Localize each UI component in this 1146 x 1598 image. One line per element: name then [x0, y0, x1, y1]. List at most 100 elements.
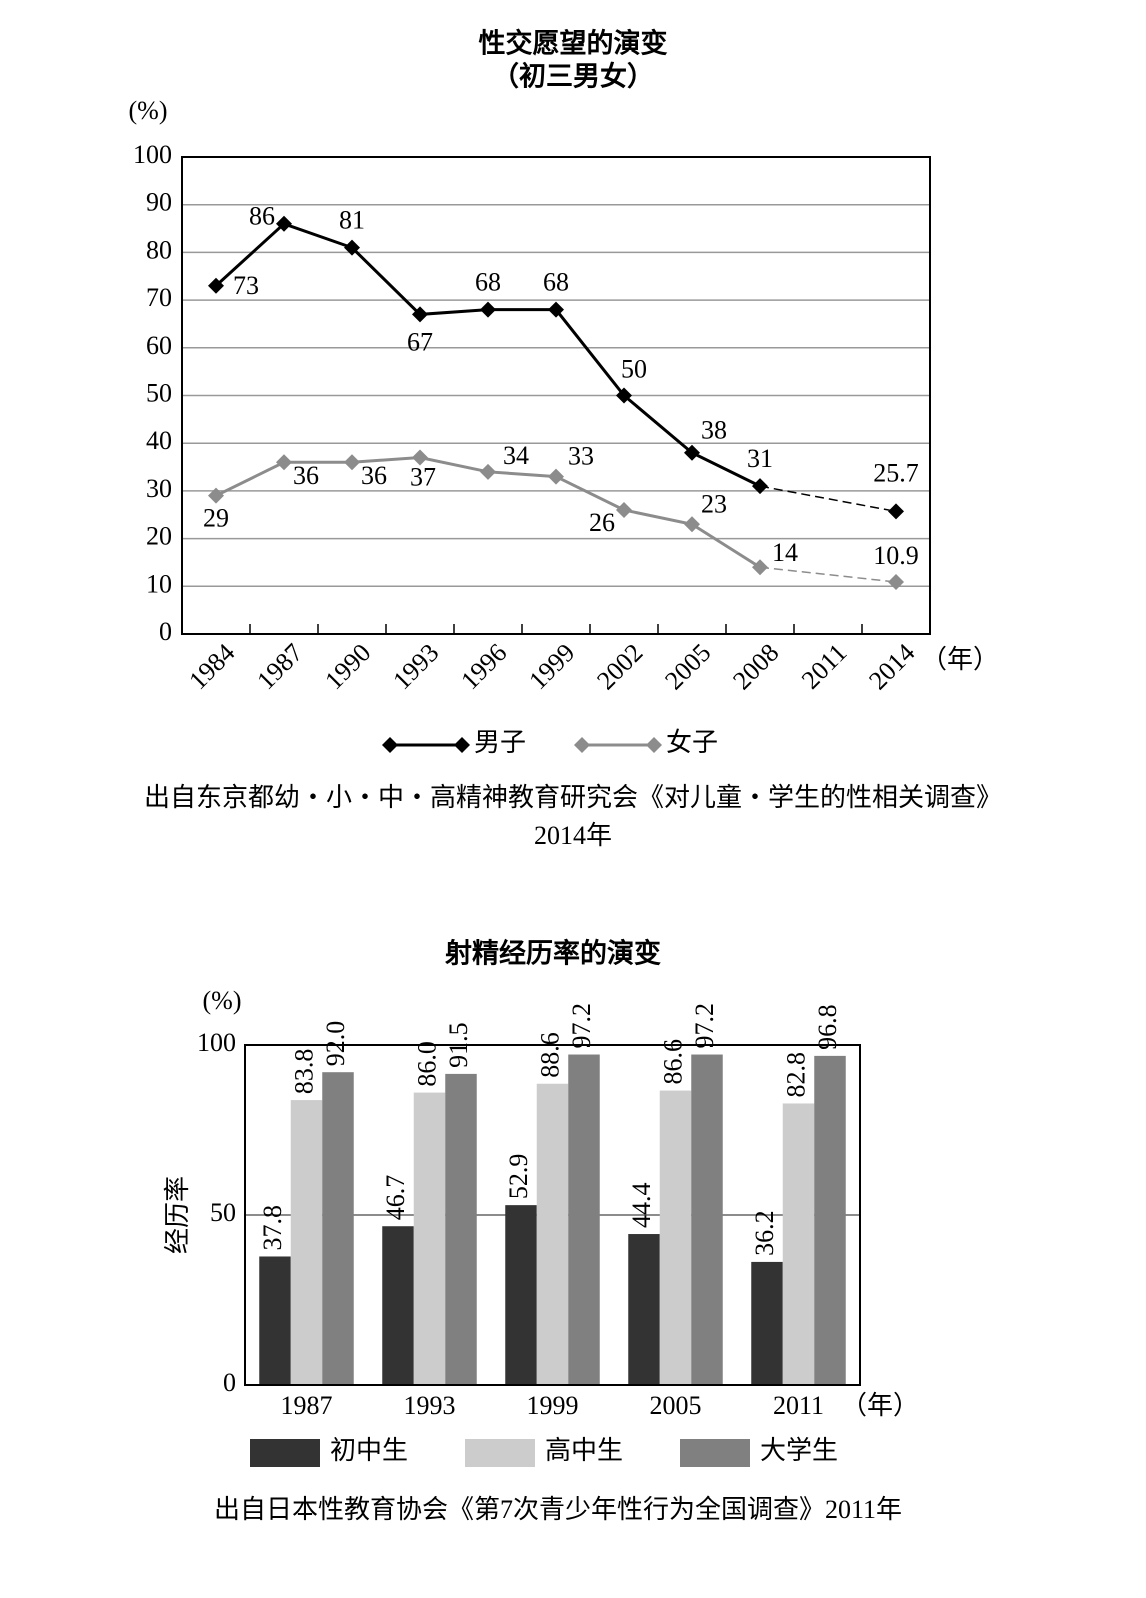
x-tick-label: 2011 [773, 1391, 824, 1420]
x-tick-label: 2008 [727, 638, 784, 695]
bar [691, 1054, 723, 1385]
x-tick-label: 1999 [527, 1391, 579, 1420]
source-note: 出自日本性教育协会《第7次青少年性行为全国调查》2011年 [214, 1495, 902, 1524]
data-label: 86.6 [658, 1039, 687, 1085]
x-tick-label: 1990 [319, 638, 376, 695]
data-label: 33 [568, 442, 594, 471]
marker [412, 306, 428, 323]
y-tick-label: 0 [159, 617, 172, 646]
y-tick-label: 100 [197, 1028, 236, 1057]
legend-marker [454, 737, 470, 753]
marker [276, 215, 292, 232]
data-label: 96.8 [813, 1004, 842, 1050]
data-label: 36 [293, 461, 319, 490]
marker [684, 516, 700, 533]
x-tick-label: 2005 [650, 1391, 702, 1420]
data-label: 31 [747, 444, 773, 473]
y-tick-label: 0 [223, 1368, 236, 1397]
bar [782, 1103, 815, 1385]
marker [752, 478, 768, 495]
legend-label: 大学生 [760, 1436, 838, 1465]
marker [208, 487, 224, 504]
data-label: 68 [475, 268, 501, 297]
legend-marker [382, 737, 398, 753]
chart-title: 性交愿望的演变 [479, 28, 668, 60]
legend-label: 高中生 [545, 1436, 623, 1465]
marker [276, 454, 292, 471]
legend-label: 女子 [666, 728, 718, 757]
data-label: 14 [772, 538, 798, 567]
y-tick-label: 40 [146, 426, 172, 455]
bar [259, 1256, 291, 1385]
marker [752, 559, 768, 576]
y-tick-label: 80 [146, 235, 172, 264]
x-tick-label: 2011 [796, 638, 853, 695]
legend-swatch [250, 1439, 320, 1467]
data-label: 38 [701, 416, 727, 445]
marker [344, 454, 360, 471]
legend-swatch [680, 1439, 750, 1467]
marker [412, 449, 428, 466]
source-note: 2014年 [534, 821, 612, 850]
data-label: 29 [203, 504, 229, 533]
plot-frame [181, 156, 931, 635]
chart-subtitle: （初三男女） [492, 61, 654, 93]
bar [322, 1072, 354, 1385]
series-line [214, 222, 761, 488]
legend-marker [574, 737, 590, 753]
y-tick-label: 50 [146, 378, 172, 407]
x-tick-label: 2014 [863, 638, 920, 695]
y-tick-label: 20 [146, 522, 172, 551]
bar [290, 1100, 323, 1385]
data-label: 73 [233, 271, 259, 300]
bar [505, 1205, 537, 1385]
data-label: 36.2 [750, 1210, 779, 1256]
x-tick-label: 1993 [404, 1391, 456, 1420]
data-label: 52.9 [504, 1154, 533, 1200]
source-note: 出自东京都幼・小・中・高精神教育研究会《对儿童・学生的性相关调查》 [144, 783, 1002, 812]
x-tick-label: 1999 [523, 638, 580, 695]
chart-title: 射精经历率的演变 [444, 938, 661, 970]
x-tick-label: 1984 [183, 638, 240, 695]
bar [568, 1054, 600, 1385]
x-tick-label: 2002 [591, 638, 648, 695]
plot-frame [244, 1044, 861, 1386]
data-label: 83.8 [289, 1049, 318, 1095]
y-tick-label: 100 [133, 140, 172, 169]
marker [344, 239, 360, 256]
marker [208, 277, 224, 294]
y-tick-label: 10 [146, 569, 172, 598]
marker [480, 301, 496, 318]
data-label: 10.9 [873, 541, 919, 570]
marker [888, 574, 904, 591]
y-tick-label: 60 [146, 331, 172, 360]
x-tick-label: 1987 [251, 638, 308, 695]
data-label: 68 [543, 268, 569, 297]
data-label: 37 [410, 462, 436, 491]
marker [548, 468, 564, 485]
marker [480, 463, 496, 480]
data-label: 44.4 [627, 1183, 656, 1229]
x-tick-label: 1987 [281, 1391, 333, 1420]
y-unit: (%) [129, 96, 168, 125]
y-tick-label: 90 [146, 188, 172, 217]
x-tick-label: 1996 [455, 638, 512, 695]
data-label: 46.7 [381, 1175, 410, 1221]
marker [888, 503, 904, 520]
gap-connector [759, 485, 897, 513]
data-label: 36 [361, 461, 387, 490]
data-label: 81 [339, 206, 365, 235]
gap-connector [759, 566, 897, 583]
data-label: 86.0 [412, 1041, 441, 1087]
y-tick-label: 50 [210, 1198, 236, 1227]
marker [684, 444, 700, 461]
x-tick-label: 2005 [659, 638, 716, 695]
x-axis-label: （年） [921, 645, 999, 674]
bar [536, 1083, 569, 1385]
x-axis-label: （年） [841, 1391, 919, 1420]
marker [616, 501, 632, 518]
data-label: 25.7 [873, 458, 919, 487]
data-label: 26 [589, 508, 615, 537]
legend-swatch [465, 1439, 535, 1467]
x-tick-label: 1993 [387, 638, 444, 695]
